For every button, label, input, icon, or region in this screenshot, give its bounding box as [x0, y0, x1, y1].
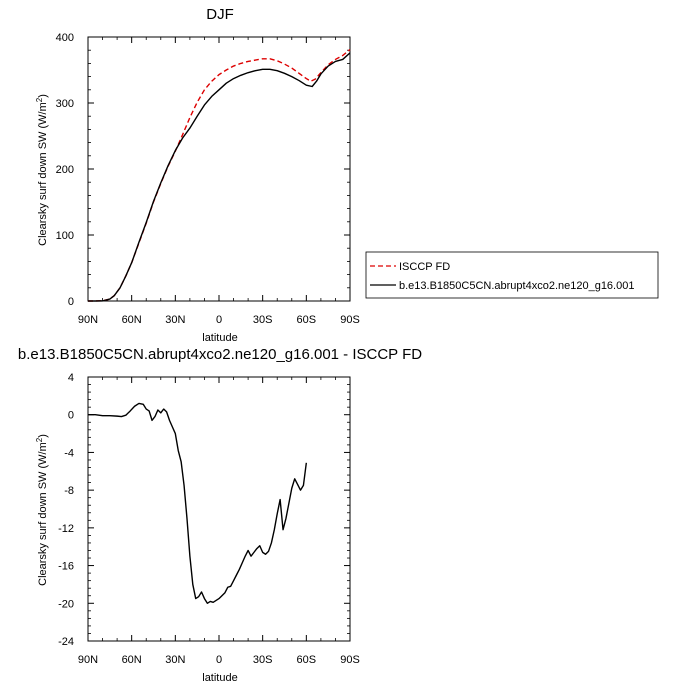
bottom-y-tick-label: 0 — [68, 410, 74, 422]
bottom-y-tick-label: -12 — [58, 523, 74, 535]
top-x-tick-label: 60S — [297, 314, 317, 326]
legend-label-model: b.e13.B1850C5CN.abrupt4xco2.ne120_g16.00… — [399, 280, 634, 292]
bottom-chart-title: b.e13.B1850C5CN.abrupt4xco2.ne120_g16.00… — [18, 346, 422, 363]
bottom-x-tick-label: 60N — [122, 654, 142, 666]
bottom-y-axis-label: Clearsky surf down SW (W/m2) — [35, 434, 49, 586]
bottom-y-axis-label-main: Clearsky surf down SW (W/m — [37, 442, 49, 586]
top-y-tick-label: 400 — [56, 32, 74, 44]
top-x-tick-label: 30N — [165, 314, 185, 326]
top-x-tick-label: 90S — [340, 314, 360, 326]
legend-label-isccp: ISCCP FD — [399, 261, 450, 273]
bottom-x-tick-label: 0 — [216, 654, 222, 666]
top-y-tick-label: 100 — [56, 230, 74, 242]
bottom-plot-frame — [87, 376, 351, 642]
top-y-tick-label: 0 — [68, 296, 74, 308]
top-ticks: 90N 60N 30N 0 30S 60S 90S 0 100 200 300 400 — [56, 32, 360, 326]
top-series — [88, 48, 351, 302]
bottom-y-axis-label-close: ) — [37, 434, 49, 438]
bottom-series-line-0 — [88, 402, 308, 604]
bottom-x-tick-label: 60S — [297, 654, 317, 666]
top-x-tick-label: 90N — [78, 314, 98, 326]
legend: ISCCP FD b.e13.B1850C5CN.abrupt4xco2.ne1… — [365, 251, 659, 299]
top-x-tick-label: 30S — [253, 314, 273, 326]
bottom-ticks: 90N 60N 30N 0 30S 60S 90S -24 -20 -16 -12 -8 -4 0 4 — [58, 372, 360, 666]
legend-box — [365, 251, 659, 299]
top-y-axis-label-close: ) — [37, 94, 49, 98]
bottom-x-tick-label: 90S — [340, 654, 360, 666]
bottom-series — [88, 402, 308, 604]
bottom-y-tick-label: -8 — [64, 485, 74, 497]
bottom-x-tick-label: 30S — [253, 654, 273, 666]
top-series-line-1 — [88, 52, 351, 302]
top-panel: DJF 90N 60N 30N 0 30S 60S 90S 0 100 200 300 400 lat… — [35, 6, 360, 344]
top-x-tick-label: 60N — [122, 314, 142, 326]
bottom-x-tick-label: 90N — [78, 654, 98, 666]
top-y-axis-label-main: Clearsky surf down SW (W/m — [37, 102, 49, 246]
top-y-tick-label: 200 — [56, 164, 74, 176]
top-chart-title: DJF — [206, 6, 234, 23]
bottom-y-tick-label: -4 — [64, 447, 74, 459]
bottom-y-tick-label: -20 — [58, 598, 74, 610]
top-y-tick-label: 300 — [56, 98, 74, 110]
top-plot-frame — [87, 36, 351, 302]
bottom-y-axis-label-sup: 2 — [35, 437, 44, 442]
top-series-line-0 — [88, 48, 351, 302]
top-y-axis-label: Clearsky surf down SW (W/m2) — [35, 94, 49, 246]
top-y-axis-label-sup: 2 — [35, 97, 44, 102]
bottom-y-tick-label: 4 — [68, 372, 74, 384]
bottom-panel: b.e13.B1850C5CN.abrupt4xco2.ne120_g16.00… — [18, 346, 422, 684]
bottom-y-tick-label: -16 — [58, 561, 74, 573]
top-x-axis-label: latitude — [202, 332, 237, 344]
bottom-x-axis-label: latitude — [202, 672, 237, 684]
top-x-tick-label: 0 — [216, 314, 222, 326]
bottom-y-tick-label: -24 — [58, 636, 74, 648]
bottom-x-tick-label: 30N — [165, 654, 185, 666]
